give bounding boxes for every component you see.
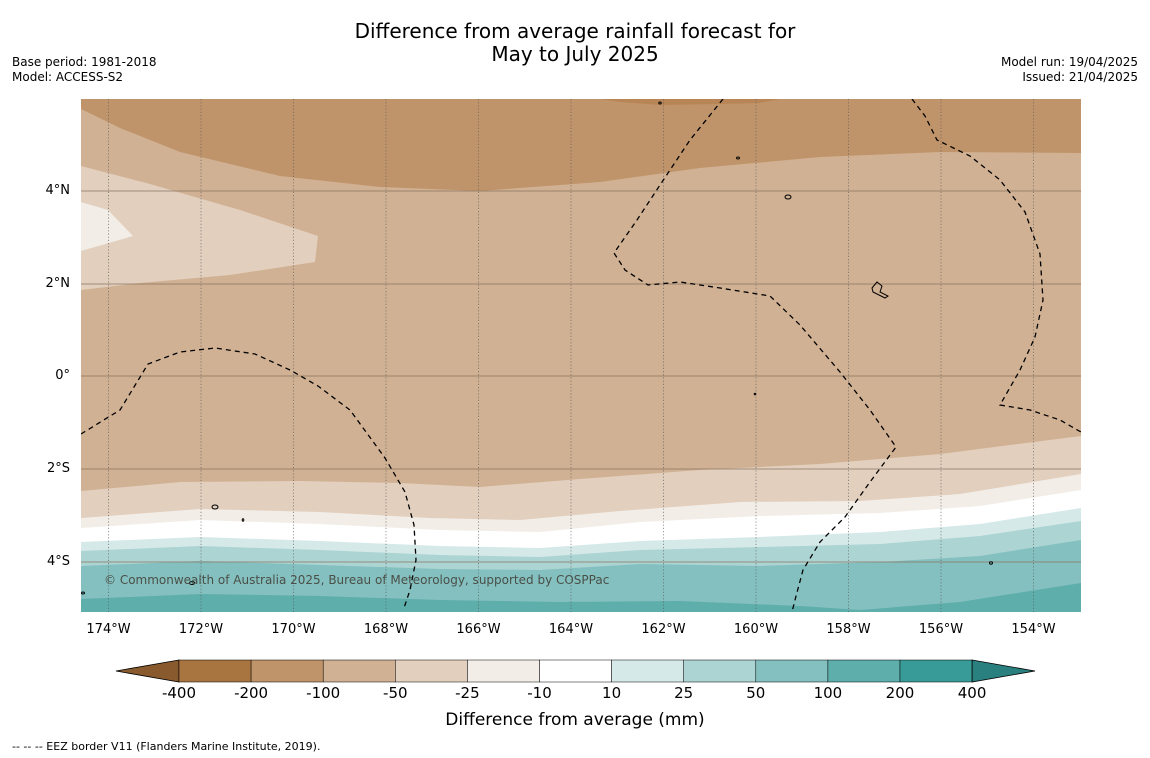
- issued-date: Issued: 21/04/2025: [1022, 70, 1138, 84]
- map-title-line-1: Difference from average rainfall forecas…: [354, 19, 796, 43]
- colorbar-tick-label: 200: [885, 684, 915, 702]
- colorbar-extend-high: [971, 659, 1036, 683]
- colorbar-tick-label: 10: [602, 684, 622, 702]
- base-period: Base period: 1981-2018: [12, 55, 157, 69]
- longitude-label: 162°W: [641, 622, 686, 637]
- colorbar-segment: [467, 659, 540, 683]
- map-title-line-2: May to July 2025: [491, 42, 659, 66]
- colorbar-tick-label: -50: [383, 684, 408, 702]
- latitude-label: 4°N: [45, 183, 71, 198]
- latitude-label: 4°S: [46, 554, 70, 569]
- colorbar-segment: [395, 659, 468, 683]
- latitude-label: 0°: [55, 368, 70, 383]
- wetter-100-band: [81, 583, 1081, 612]
- longitude-label: 156°W: [918, 622, 964, 637]
- driest-core-region: [600, 99, 780, 105]
- colorbar-extend-low: [115, 659, 180, 683]
- drier-200-band: [81, 99, 1081, 191]
- colorbar-segment: [755, 659, 829, 683]
- model-run-date: Model run: 19/04/2025: [1000, 55, 1138, 69]
- latitude-lines: [81, 190, 1081, 563]
- latitude-label: 2°S: [46, 461, 70, 476]
- copyright-notice: © Commonwealth of Australia 2025, Bureau…: [104, 573, 610, 587]
- longitude-label: 164°W: [548, 622, 594, 637]
- map-plot-area: [81, 99, 1081, 612]
- colorbar-segment: [250, 659, 324, 683]
- colorbar-segment: [683, 659, 757, 683]
- colorbar-tick-label: -25: [455, 684, 480, 702]
- longitude-label: 172°W: [178, 622, 224, 637]
- eez-footnote: -- -- -- EEZ border V11 (Flanders Marine…: [12, 740, 321, 753]
- colorbar-segment: [322, 659, 396, 683]
- colorbar-segment: [899, 659, 973, 683]
- longitude-label: 174°W: [86, 622, 131, 637]
- latitude-label: 2°N: [45, 276, 71, 291]
- colorbar-title: Difference from average (mm): [445, 710, 705, 730]
- colorbar-segment: [827, 659, 901, 683]
- colorbar-segment: [539, 659, 612, 683]
- colorbar-tick-label: -100: [306, 684, 341, 702]
- colorbar: [115, 659, 1036, 683]
- colorbar-tick-label: 50: [746, 684, 766, 702]
- colorbar-segment: [178, 659, 252, 683]
- eez-border-lines: [81, 99, 1081, 612]
- drier-25-west-region: [81, 202, 133, 251]
- drier-50-west-region: [81, 166, 318, 290]
- longitude-label: 158°W: [826, 622, 871, 637]
- colorbar-segment: [611, 659, 684, 683]
- colorbar-tick-label: 100: [813, 684, 843, 702]
- longitude-label: 170°W: [271, 622, 316, 637]
- colorbar-tick-label: 400: [957, 684, 987, 702]
- colorbar-tick-label: -400: [161, 684, 197, 702]
- graticule-lines: [108, 99, 1034, 612]
- longitude-label: 154°W: [1011, 622, 1056, 637]
- colorbar-tick-label: -200: [234, 684, 269, 702]
- colorbar-tick-label: -10: [527, 684, 552, 702]
- longitude-label: 166°W: [456, 622, 501, 637]
- colorbar-tick-label: 25: [674, 684, 694, 702]
- model-name: Model: ACCESS-S2: [12, 70, 124, 84]
- wetter-50-band: [81, 540, 1081, 612]
- longitude-label: 160°W: [733, 622, 779, 637]
- island-outlines: [81, 101, 993, 595]
- longitude-label: 168°W: [363, 622, 409, 637]
